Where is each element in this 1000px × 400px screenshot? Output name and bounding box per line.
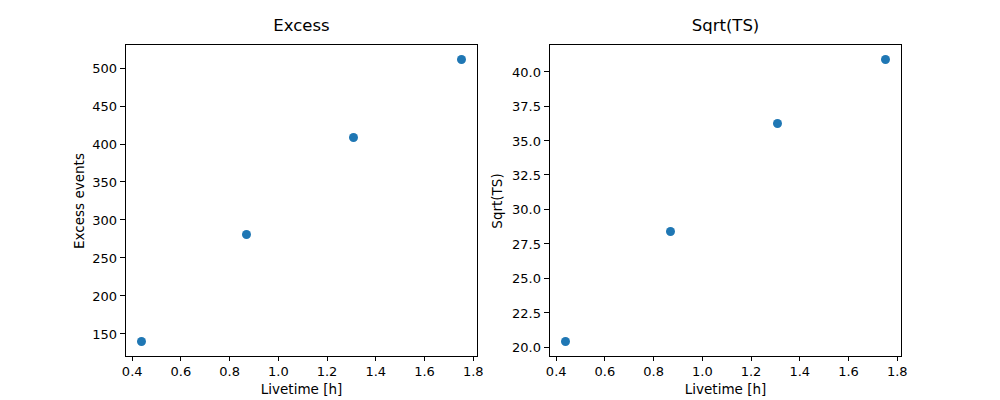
y-tick [544, 312, 549, 313]
x-tick-label: 1.0 [268, 365, 289, 378]
y-tick [120, 333, 125, 334]
data-point [881, 55, 890, 64]
x-tick-label: 1.8 [463, 365, 484, 378]
x-tick-label: 0.4 [546, 365, 567, 378]
sqrt-ts-subplot: Sqrt(TS) Livetime [h] Sqrt(TS) 0.40.60.8… [549, 44, 902, 357]
y-tick-label: 32.5 [512, 168, 541, 181]
y-tick-label: 35.0 [512, 134, 541, 147]
y-tick-label: 20.0 [512, 341, 541, 354]
x-tick [180, 356, 181, 361]
y-tick-label: 25.0 [512, 272, 541, 285]
excess-subplot: Excess Livetime [h] Excess events 0.40.6… [125, 44, 478, 357]
y-tick [544, 71, 549, 72]
x-tick [653, 356, 654, 361]
data-point [242, 230, 251, 239]
x-tick [473, 356, 474, 361]
x-tick [751, 356, 752, 361]
x-tick-label: 1.6 [414, 365, 435, 378]
y-tick [544, 278, 549, 279]
data-point [457, 55, 466, 64]
x-tick-label: 1.6 [838, 365, 859, 378]
y-tick [544, 174, 549, 175]
y-tick [120, 106, 125, 107]
x-tick-label: 0.4 [122, 365, 143, 378]
x-tick [897, 356, 898, 361]
x-tick [848, 356, 849, 361]
x-tick-label: 0.6 [595, 365, 616, 378]
y-tick-label: 250 [92, 251, 117, 264]
x-tick-label: 1.4 [789, 365, 810, 378]
x-tick [604, 356, 605, 361]
y-tick [120, 181, 125, 182]
x-tick-label: 1.2 [741, 365, 762, 378]
figure: Excess Livetime [h] Excess events 0.4 0.6… [0, 0, 1000, 400]
x-tick [702, 356, 703, 361]
x-tick [424, 356, 425, 361]
x-tick [278, 356, 279, 361]
x-axis-label: Livetime [h] [685, 383, 766, 397]
y-tick-label: 350 [92, 175, 117, 188]
y-tick [544, 106, 549, 107]
y-tick-label: 30.0 [512, 203, 541, 216]
y-tick [544, 243, 549, 244]
data-point [349, 133, 358, 142]
x-tick-label: 0.8 [219, 365, 240, 378]
x-tick-label: 1.2 [317, 365, 338, 378]
x-tick-label: 0.6 [171, 365, 192, 378]
y-tick-label: 150 [92, 327, 117, 340]
y-tick-label: 200 [92, 289, 117, 302]
x-tick-label: 0.8 [643, 365, 664, 378]
y-tick [120, 257, 125, 258]
x-tick-label: 1.4 [365, 365, 386, 378]
x-tick [556, 356, 557, 361]
x-tick-label: 1.0 [692, 365, 713, 378]
y-tick [120, 68, 125, 69]
y-tick-label: 37.5 [512, 100, 541, 113]
y-tick [120, 295, 125, 296]
x-tick [799, 356, 800, 361]
y-tick [120, 144, 125, 145]
y-axis-label: Sqrt(TS) [491, 173, 505, 228]
data-point [137, 337, 146, 346]
y-tick-label: 22.5 [512, 306, 541, 319]
data-point [773, 119, 782, 128]
x-tick [132, 356, 133, 361]
y-tick-label: 40.0 [512, 65, 541, 78]
data-point [561, 337, 570, 346]
y-tick [544, 347, 549, 348]
y-tick [544, 140, 549, 141]
x-tick [229, 356, 230, 361]
y-tick-label: 300 [92, 213, 117, 226]
y-tick [544, 209, 549, 210]
x-tick [327, 356, 328, 361]
y-tick-label: 500 [92, 62, 117, 75]
data-point [666, 227, 675, 236]
y-tick-label: 27.5 [512, 237, 541, 250]
x-tick-label: 1.8 [887, 365, 908, 378]
plot-title: Sqrt(TS) [692, 18, 760, 35]
y-tick [120, 219, 125, 220]
y-tick-label: 450 [92, 100, 117, 113]
y-axis-label: Excess events [73, 153, 87, 249]
x-tick [375, 356, 376, 361]
plot-title: Excess [273, 18, 329, 35]
y-tick-label: 400 [92, 138, 117, 151]
x-axis-label: Livetime [h] [261, 383, 342, 397]
